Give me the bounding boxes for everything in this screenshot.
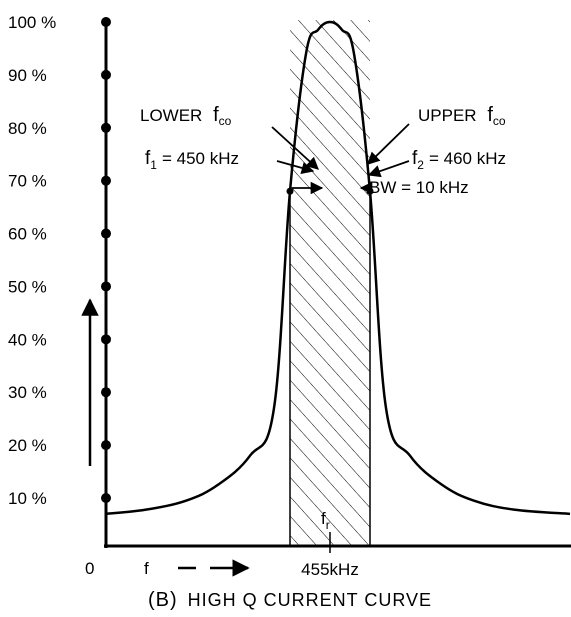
lower-cutoff-point [286,187,294,195]
resonance-label: fr [321,509,330,532]
y-tick-dot [101,387,111,398]
x-origin-label: 0 [85,559,94,578]
x-axis-label: f [144,559,149,578]
y-tick-label: 90 % [8,66,47,85]
y-tick-dot [101,69,111,80]
upper-fco-arrow [367,123,410,165]
x-center-label: 455kHz [301,560,359,579]
y-tick-dot [101,493,111,503]
f1-label: f1 = 450 kHz [145,148,239,172]
upper-fco-label: UPPER fco [418,104,506,128]
f2-label: f2 = 460 kHz [412,148,506,172]
y-tick-label: 20 % [8,436,47,455]
y-tick-dot [101,334,111,345]
resonance-curve [105,20,571,516]
y-tick-label: 40 % [8,330,47,349]
chart-caption: (B) HIGH Q CURRENT CURVE [148,589,432,611]
y-tick-label: 60 % [8,225,47,244]
y-tick-label: 50 % [8,277,47,296]
y-tick-dot [101,122,111,133]
f1-arrow [276,160,315,175]
lower-fco-label: LOWER fco [140,104,232,128]
y-tick-label: 100 % [8,13,56,32]
y-tick-dot [101,440,111,451]
y-tick-label: 70 % [8,172,47,191]
y-tick-label: 80 % [8,119,47,138]
y-tick-dot [101,17,111,27]
y-tick-dot [101,175,111,186]
y-tick-label: 10 % [8,489,47,508]
y-axis-ticks: 100 % 90 % 80 % 70 % 60 % 50 % 40 % 30 % 20 % 10 … [8,13,111,508]
y-tick-label: 30 % [8,383,47,402]
bandwidth-hatched-region [290,20,370,546]
y-tick-dot [101,228,111,239]
y-tick-dot [101,281,111,292]
bandwidth-label: BW = 10 kHz [369,178,469,197]
f2-arrow [367,160,410,178]
